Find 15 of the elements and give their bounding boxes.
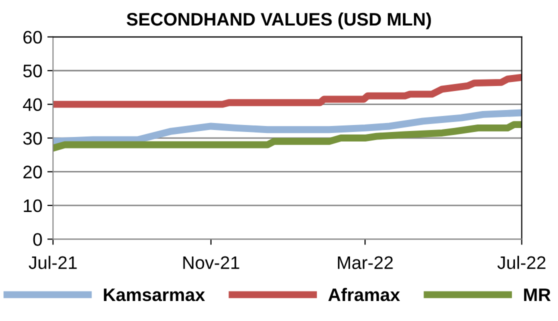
y-tick-label: 20 (23, 166, 42, 178)
y-tick-label: 40 (22, 98, 42, 112)
y-tick-label: 60 (23, 30, 42, 44)
y-tick-label: 0 (33, 233, 42, 246)
y-tick-label: 10 (24, 199, 42, 212)
x-tick-label: Mar-22 (338, 256, 393, 270)
chart-title: SECONDHAND VALUES (USD MLN) (126, 12, 431, 30)
x-tick-label: Jul-21 (28, 256, 77, 270)
y-tick-label: 50 (23, 64, 42, 78)
legend-label: MR (524, 288, 551, 302)
x-tick-label: Jul-22 (497, 256, 546, 270)
legend-label: Kamsarmax (104, 288, 205, 302)
x-tick-label: Nov-21 (183, 256, 240, 270)
legend-label: Aframax (328, 288, 400, 302)
y-tick-label: 30 (23, 132, 42, 145)
